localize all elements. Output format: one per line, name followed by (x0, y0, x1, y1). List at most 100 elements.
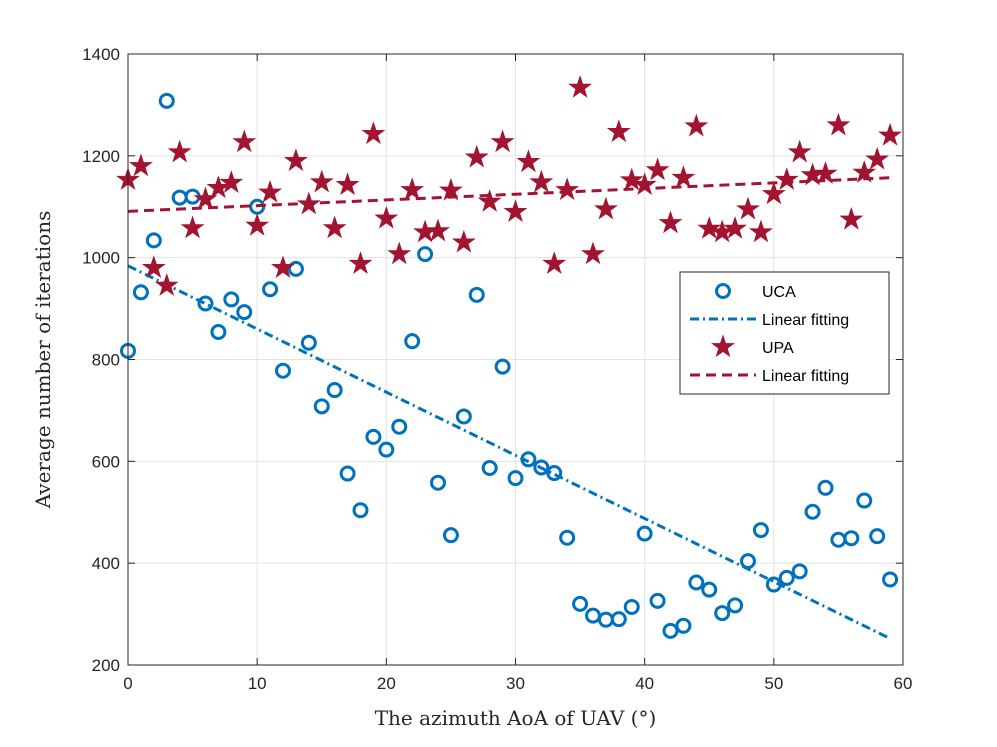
legend-marker-swatch (711, 334, 735, 358)
upa-point (490, 129, 515, 153)
upa-point (748, 219, 773, 243)
uca-point (275, 362, 291, 379)
uca-point (662, 622, 679, 639)
uca-point (417, 246, 434, 263)
uca-point (262, 281, 279, 298)
legend-marker-swatch (715, 283, 731, 299)
uca-point (391, 418, 408, 435)
y-tick-label: 1000 (82, 249, 120, 268)
upa-point (258, 179, 283, 203)
uca-point (197, 295, 214, 312)
uca-point (701, 581, 718, 598)
uca-point (442, 527, 459, 544)
plot-series (116, 75, 903, 640)
y-axis-label: Average number of iterations (31, 211, 55, 510)
upa-point (839, 206, 864, 230)
x-tick-label: 10 (248, 674, 267, 693)
x-tick-label: 40 (635, 674, 654, 693)
uca-point (378, 441, 395, 458)
uca-point (430, 474, 446, 491)
upa-point (593, 196, 618, 220)
uca-point (752, 522, 769, 539)
legend-entry-label: UCA (762, 284, 796, 301)
upa-point (826, 112, 851, 136)
uca-point (236, 304, 253, 321)
uca-point (546, 465, 563, 482)
x-axis-label: The azimuth AoA of UAV (°) (375, 706, 657, 730)
axis-ticks: 0 10 20 30 40 50 60 200 400 600 800 1000 1200 1400 (82, 45, 912, 693)
upa-point (309, 169, 334, 193)
upa-point (581, 241, 605, 265)
upa-point (271, 255, 295, 279)
uca-point (843, 530, 860, 547)
upa-point (684, 113, 709, 137)
upa-point (710, 219, 735, 243)
upa-point (477, 189, 502, 212)
legend-entry-label: Linear fitting (762, 312, 849, 329)
uca-point (649, 592, 666, 609)
uca-point (352, 502, 369, 519)
upa-point (206, 175, 231, 199)
uca-point (572, 595, 589, 612)
legend: UCA Linear fitting UPA Linear fitting (679, 271, 890, 395)
y-tick-label: 200 (92, 656, 120, 675)
upa-point (736, 196, 760, 220)
upa-point (723, 216, 748, 239)
uca-point (313, 398, 330, 415)
upa-point (361, 121, 386, 145)
upa-point (438, 177, 463, 201)
y-tick-label: 1200 (82, 147, 120, 166)
uca-point (882, 571, 899, 588)
y-tick-label: 800 (92, 351, 120, 370)
uca-point (623, 598, 640, 615)
upa-point (619, 167, 644, 191)
upa-point (774, 167, 799, 190)
uca-point (778, 569, 795, 586)
upa-point (606, 119, 631, 143)
upa-point (503, 199, 528, 223)
uca-point (132, 284, 149, 301)
uca-point (869, 528, 886, 545)
uca-point (326, 382, 343, 399)
upa-point (464, 144, 489, 168)
upa-point (516, 149, 541, 173)
legend-entry-label: UPA (762, 340, 794, 357)
upa-point (154, 273, 179, 296)
uca-point (559, 529, 576, 546)
upa-point (283, 148, 308, 172)
uca-point (727, 597, 744, 614)
upa-point (645, 157, 670, 181)
y-tick-label: 1400 (82, 45, 120, 64)
uca-point (171, 189, 188, 206)
uca-point (404, 333, 421, 350)
uca-point (675, 617, 692, 634)
x-tick-label: 0 (123, 674, 132, 693)
upa-point (542, 251, 567, 274)
uca-point (791, 563, 808, 580)
uca-point (158, 92, 175, 109)
uca-point (817, 479, 834, 496)
upa-point (787, 139, 812, 163)
upa-point (671, 165, 696, 188)
legend-entry-label: Linear fitting (762, 368, 849, 385)
upa-point (697, 216, 722, 239)
upa-point (400, 177, 425, 201)
uca-point (714, 605, 731, 622)
uca-point (287, 260, 304, 277)
uca-point (830, 531, 847, 548)
upa-point (658, 210, 683, 234)
uca-point (610, 611, 627, 628)
uca-point (507, 470, 524, 487)
uca-point (455, 408, 472, 425)
upa-point (761, 181, 786, 205)
uca-point (223, 291, 240, 308)
upa-point (878, 122, 903, 146)
uca-point (533, 459, 550, 476)
upa-point (141, 255, 166, 279)
uca-point (585, 607, 601, 624)
upa-point (232, 129, 257, 153)
upa-point (451, 229, 476, 253)
uca-point (468, 286, 485, 303)
upa-point (180, 215, 205, 239)
uca-point (145, 232, 162, 249)
